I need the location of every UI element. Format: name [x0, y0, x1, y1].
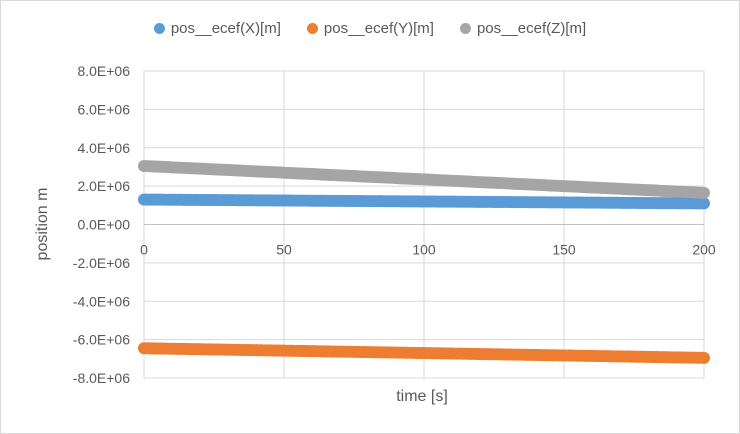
x-tick-label: 200	[692, 242, 716, 258]
legend-item-y[interactable]: pos__ecef(Y)[m]	[306, 20, 434, 37]
y-axis-title: position m	[34, 188, 51, 261]
y-tick-label: -8.0E+06	[73, 370, 130, 386]
legend-label-x: pos__ecef(X)[m]	[170, 20, 281, 37]
legend-label-y: pos__ecef(Y)[m]	[323, 20, 434, 37]
tick-labels: 8.0E+06 6.0E+06 4.0E+06 2.0E+06 0.0E+00 -2.0E…	[73, 63, 716, 386]
grid	[143, 70, 705, 379]
x-tick-label: 0	[140, 242, 148, 258]
x-tick-label: 100	[412, 242, 436, 258]
data-point	[698, 186, 710, 199]
data-point	[698, 197, 710, 210]
series-y	[138, 342, 710, 364]
x-axis-title: time [s]	[396, 388, 448, 405]
legend-item-z[interactable]: pos__ecef(Z)[m]	[459, 20, 587, 37]
y-tick-label: 0.0E+00	[77, 217, 130, 233]
y-tick-label: -2.0E+06	[73, 255, 130, 271]
series-layer	[138, 159, 710, 364]
legend-marker-x	[153, 23, 165, 34]
legend-label-z: pos__ecef(Z)[m]	[476, 20, 587, 37]
x-tick-label: 50	[276, 242, 292, 258]
y-tick-label: 6.0E+06	[77, 101, 130, 117]
y-tick-label: 4.0E+06	[77, 140, 130, 156]
legend-item-x[interactable]: pos__ecef(X)[m]	[153, 20, 281, 37]
y-tick-label: 8.0E+06	[77, 63, 130, 79]
legend-marker-y	[306, 23, 318, 34]
data-point	[698, 351, 710, 364]
y-tick-label: -4.0E+06	[73, 293, 130, 309]
legend-marker-z	[459, 23, 471, 34]
legend: pos__ecef(X)[m] pos__ecef(Y)[m] pos__ece…	[0, 20, 740, 37]
y-tick-label: 2.0E+06	[77, 178, 130, 194]
x-tick-label: 150	[552, 242, 576, 258]
series-z	[138, 159, 710, 199]
series-x	[138, 193, 710, 210]
y-tick-label: -6.0E+06	[73, 332, 130, 348]
